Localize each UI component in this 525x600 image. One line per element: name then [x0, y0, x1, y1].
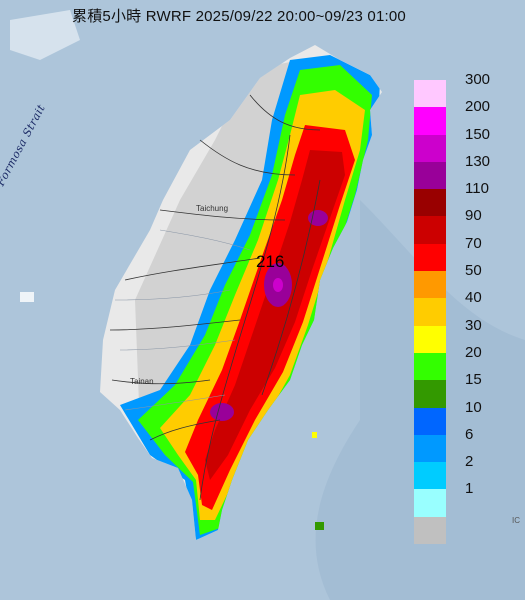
- offshore-island: [312, 432, 317, 438]
- legend-swatch: [414, 352, 446, 381]
- legend-label: 150: [465, 125, 491, 143]
- rainfall-legend: 300 200 150 130 110 90 70 50 40 30 20 15 10 6 2 1: [414, 71, 520, 545]
- border-line: [199, 134, 291, 501]
- legend-label: 70: [465, 234, 482, 252]
- max-rainfall-label: 216: [256, 252, 285, 271]
- legend-item: 200: [414, 98, 520, 135]
- legend-swatch: [414, 407, 446, 435]
- legend-swatch: [414, 325, 446, 353]
- river-line: [114, 289, 231, 301]
- river-line: [159, 229, 251, 251]
- legend-item: 150: [414, 126, 520, 162]
- legend-item: 30: [414, 317, 520, 353]
- legend-label: 6: [465, 425, 474, 443]
- legend-label: 300: [465, 71, 491, 88]
- legend-item: 2: [414, 453, 520, 490]
- legend-swatch: [414, 134, 446, 162]
- city-label-tainan: Tainan: [130, 377, 154, 386]
- legend-item: 50: [414, 262, 520, 299]
- legend-label: 20: [465, 343, 482, 361]
- legend-label: 50: [465, 262, 482, 280]
- border-line: [124, 257, 261, 281]
- legend-swatch: [414, 216, 446, 244]
- legend-swatch: [414, 161, 446, 190]
- river-line: [124, 394, 226, 411]
- legend-swatch: [414, 380, 446, 408]
- rivers: [114, 229, 251, 411]
- legend-label: 10: [465, 398, 482, 416]
- legend-swatch: [414, 271, 446, 299]
- legend-item: 40: [414, 289, 520, 326]
- legend-label: 110: [465, 180, 489, 198]
- legend-swatch: [414, 489, 446, 517]
- offshore-island: [315, 522, 324, 530]
- border-line: [149, 419, 221, 441]
- legend-swatch: [414, 462, 446, 490]
- city-label-taichung: Taichung: [196, 204, 229, 213]
- legend-item: 15: [414, 371, 520, 408]
- legend-swatch: [414, 80, 446, 108]
- legend-item: 110: [414, 180, 520, 217]
- county-borders: [109, 94, 321, 501]
- legend-item: 130: [414, 153, 520, 190]
- legend-item: [414, 516, 520, 545]
- coastal-speckle: [10, 10, 80, 60]
- border-line: [109, 319, 241, 331]
- legend-label: 15: [465, 371, 482, 389]
- legend-item: 1: [414, 480, 520, 517]
- rain-band-torrential: [205, 150, 345, 480]
- legend-label: 40: [465, 289, 482, 307]
- legend-label: 2: [465, 453, 474, 471]
- rain-peak-south: [210, 403, 234, 421]
- rain-peak-center-max: [273, 278, 283, 292]
- offshore-island: [20, 292, 34, 302]
- border-line: [159, 209, 286, 221]
- legend-item: 6: [414, 426, 520, 463]
- map-title: 累積5小時 RWRF 2025/09/22 20:00~09/23 01:00: [72, 8, 406, 25]
- border-line: [199, 139, 296, 176]
- legend-swatch: [414, 107, 446, 135]
- rain-overlay: [120, 55, 380, 540]
- legend-item: 20: [414, 344, 520, 381]
- legend-swatch: [414, 189, 446, 217]
- corner-text: IC: [512, 516, 520, 525]
- legend-swatch: [414, 298, 446, 326]
- legend-item: 10: [414, 399, 520, 435]
- river-line: [119, 339, 236, 351]
- legend-item: 70: [414, 235, 520, 272]
- border-line: [111, 379, 211, 385]
- legend-swatch: [414, 516, 446, 545]
- legend-swatch: [414, 434, 446, 463]
- legend-label: 90: [465, 207, 482, 225]
- border-line: [261, 179, 321, 396]
- legend-item: 300: [414, 71, 520, 108]
- legend-item: 90: [414, 207, 520, 244]
- legend-label: 1: [465, 480, 474, 498]
- legend-swatch: [414, 243, 446, 272]
- legend-label: 130: [465, 152, 491, 170]
- legend-label: 200: [465, 98, 491, 116]
- border-line: [249, 94, 321, 131]
- legend-label: 30: [465, 316, 482, 334]
